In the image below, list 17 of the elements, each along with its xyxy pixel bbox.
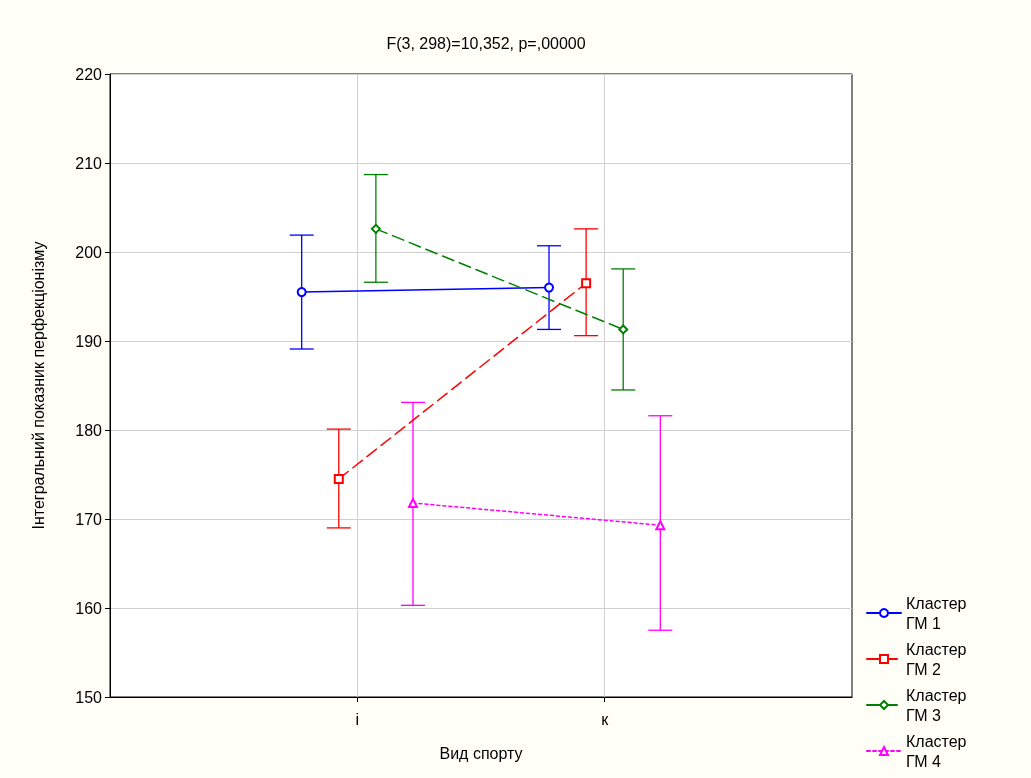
chart-title: F(3, 298)=10,352, p=,00000 bbox=[386, 34, 586, 52]
x-tick-label: к bbox=[601, 710, 610, 728]
y-tick-label: 190 bbox=[75, 332, 103, 350]
y-tick-label: 210 bbox=[75, 154, 103, 172]
legend-label: Кластер ГМ 1 bbox=[906, 594, 971, 632]
y-tick-label: 170 bbox=[75, 510, 103, 528]
y-tick-label: 150 bbox=[75, 688, 103, 706]
legend-label: Кластер ГМ 2 bbox=[906, 640, 971, 678]
x-axis-title: Вид спорту bbox=[439, 744, 523, 762]
y-axis-title: Інтегральний показник перфекціонізму bbox=[29, 241, 47, 530]
y-tick-label: 200 bbox=[75, 243, 103, 261]
x-tick-label: і bbox=[355, 710, 360, 728]
y-tick-label: 220 bbox=[75, 65, 103, 83]
legend-label: Кластер ГМ 3 bbox=[906, 686, 971, 724]
legend-label: Кластер ГМ 4 bbox=[906, 732, 971, 770]
y-tick-label: 160 bbox=[75, 599, 103, 617]
y-tick-label: 180 bbox=[75, 421, 103, 439]
